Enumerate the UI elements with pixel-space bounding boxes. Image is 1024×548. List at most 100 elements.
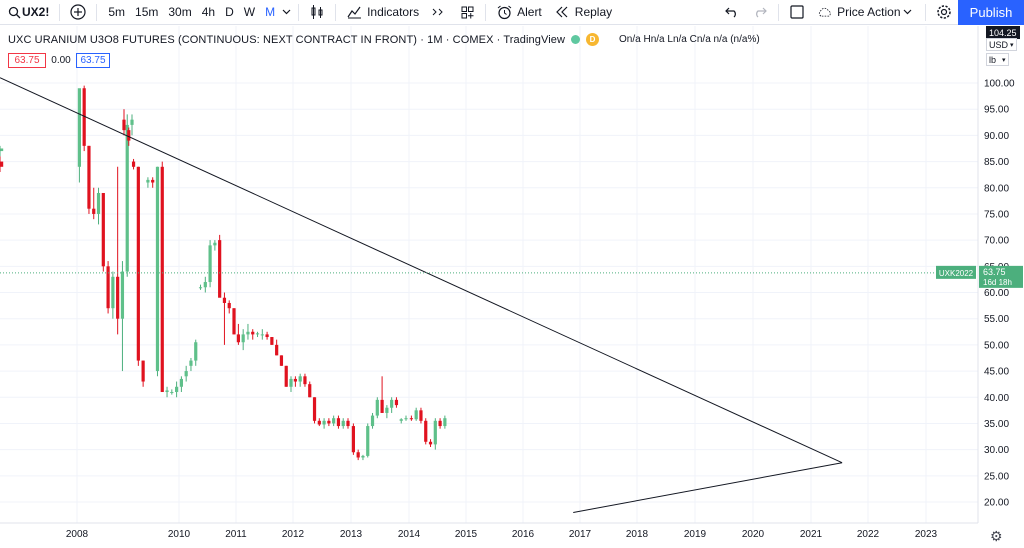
candle (232, 308, 236, 335)
chevron-down-icon[interactable] (280, 4, 292, 20)
top-toolbar: UX2! 5m 15m 30m 4h D W M Indicators (0, 0, 1024, 25)
candle (213, 240, 217, 251)
candle-body (394, 399, 399, 406)
candle (308, 381, 312, 398)
time-tick-label: 2012 (282, 529, 305, 540)
candle-body (443, 418, 447, 427)
interval-5m[interactable]: 5m (108, 5, 126, 19)
candle-body (275, 344, 279, 356)
candle (227, 300, 231, 314)
rewind-icon (554, 4, 570, 20)
interval-d[interactable]: D (225, 5, 234, 19)
candle (246, 323, 250, 340)
price-tick-label: 20.00 (984, 498, 1009, 509)
templates-button[interactable] (425, 0, 453, 25)
candle-body (120, 271, 125, 319)
candle (251, 329, 255, 340)
publish-button[interactable]: Publish (958, 0, 1024, 25)
candle (0, 156, 4, 173)
candle-body (390, 399, 394, 408)
redo-button[interactable] (746, 0, 774, 25)
symbol-tag-label: UXK2022 (939, 269, 974, 278)
candle-body (399, 419, 403, 421)
candle (0, 145, 4, 157)
candle (131, 158, 136, 170)
candle (370, 412, 375, 429)
price-tick-label: 50.00 (984, 340, 1009, 351)
candle-body (96, 192, 101, 214)
candle-body (293, 378, 297, 382)
candle-body (265, 334, 269, 338)
settings-button[interactable] (930, 0, 958, 25)
candle-body (433, 420, 437, 445)
candle (394, 397, 399, 408)
price-axis: 20.00 25.00 30.00 35.00 40.00 45.00 50.00 55.00… (936, 26, 1023, 523)
candle-body (175, 386, 179, 393)
candle-body (404, 418, 408, 420)
candle-body (203, 282, 207, 288)
fullscreen-select-button[interactable] (783, 0, 811, 25)
candle (399, 418, 403, 424)
time-axis: 2008 2010 2011 2012 2013 2014 2015 2016 2017 2018… (0, 522, 978, 540)
replay-label: Replay (574, 5, 613, 19)
legend-title[interactable]: UXC URANIUM U3O8 FUTURES (CONTINUOUS: NE… (8, 33, 566, 46)
ohlc-values: On/a Hn/a Ln/a Cn/a n/a (n/a%) (619, 34, 760, 45)
candle-body (312, 397, 317, 421)
candle (241, 329, 245, 351)
candle (120, 261, 125, 372)
chart-type-button[interactable] (303, 0, 331, 25)
candle (303, 373, 307, 387)
candle (380, 376, 384, 413)
unit-select[interactable]: lb ▾ (986, 53, 1009, 66)
alert-button[interactable]: Alert (490, 0, 548, 25)
interval-30m[interactable]: 30m (168, 5, 192, 19)
candle (198, 284, 203, 290)
interval-m[interactable]: M (265, 5, 276, 19)
candle (390, 397, 394, 413)
layout-button[interactable] (453, 0, 481, 25)
candle (409, 415, 413, 421)
interval-15m[interactable]: 15m (135, 5, 159, 19)
symbol-search[interactable]: UX2! (0, 0, 55, 25)
alert-label: Alert (517, 5, 542, 19)
price-tick-label: 85.00 (984, 157, 1009, 168)
interval-w[interactable]: W (243, 5, 256, 19)
price-tick-label: 70.00 (984, 236, 1009, 247)
candle-body (260, 334, 264, 336)
price-chart[interactable]: 20.00 25.00 30.00 35.00 40.00 45.00 50.00 55.00… (0, 26, 1024, 548)
undo-button[interactable] (718, 0, 746, 25)
candle-body (170, 392, 174, 394)
candle-body (122, 119, 126, 131)
price-tick-label: 75.00 (984, 209, 1009, 220)
candle-body (322, 420, 326, 425)
chart-settings-gear-icon[interactable]: ⚙ (990, 528, 1003, 544)
candle (312, 397, 317, 424)
price-tick-label: 25.00 (984, 471, 1009, 482)
candle (428, 439, 433, 448)
candle-body (160, 166, 164, 393)
replay-button[interactable]: Replay (548, 0, 618, 25)
candle (222, 292, 227, 345)
candle (218, 234, 222, 298)
candle (0, 148, 4, 154)
currency-select[interactable]: USD ▾ (986, 38, 1017, 51)
price-action-button[interactable]: Price Action (811, 0, 920, 25)
candle (279, 355, 284, 366)
currency-label: USD (989, 39, 1009, 50)
buy-price-button[interactable]: 63.75 (76, 53, 110, 68)
candle (151, 177, 155, 188)
interval-4h[interactable]: 4h (201, 5, 216, 19)
toolbar-divider (924, 3, 926, 21)
candle (317, 418, 321, 427)
candle-body (125, 124, 129, 272)
square-icon (789, 4, 805, 20)
sell-price-button[interactable]: 63.75 (8, 53, 46, 68)
compare-button[interactable] (64, 0, 92, 25)
candle (404, 415, 408, 421)
trendline (0, 77, 843, 464)
candle-body (141, 360, 145, 382)
indicators-button[interactable]: Indicators (340, 0, 425, 25)
candle-body (246, 331, 250, 335)
candle (327, 418, 331, 427)
candle-body (419, 410, 423, 421)
